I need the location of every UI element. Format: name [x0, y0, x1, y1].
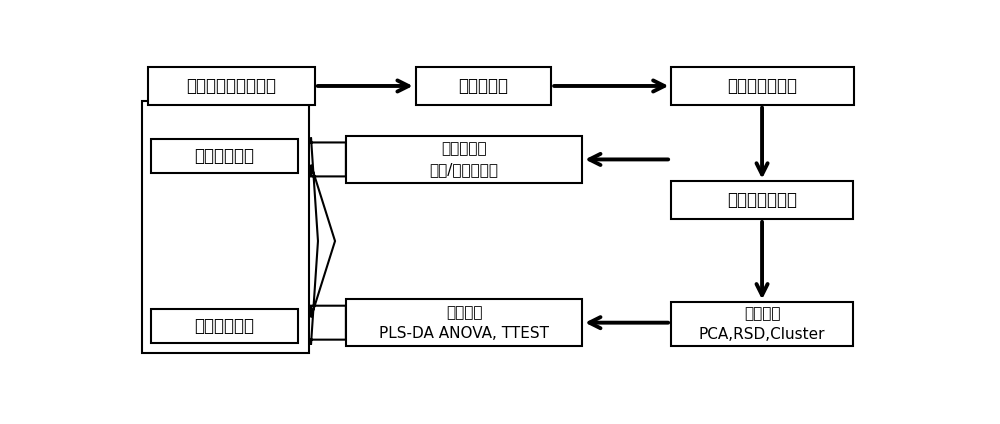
- Text: 代谢物检测分析: 代谢物检测分析: [727, 77, 797, 95]
- Text: 代谢物鉴定
开放/自建数据库: 代谢物鉴定 开放/自建数据库: [430, 142, 499, 177]
- Text: 样本数据采集及处理: 样本数据采集及处理: [187, 77, 277, 95]
- FancyBboxPatch shape: [151, 309, 298, 343]
- Text: 代谢数据预处理: 代谢数据预处理: [727, 191, 797, 209]
- FancyBboxPatch shape: [148, 67, 315, 105]
- FancyBboxPatch shape: [671, 67, 854, 105]
- FancyBboxPatch shape: [671, 181, 853, 219]
- FancyBboxPatch shape: [416, 67, 551, 105]
- Text: 差异分析
PLS-DA ANOVA, TTEST: 差异分析 PLS-DA ANOVA, TTEST: [379, 305, 549, 340]
- Polygon shape: [311, 137, 346, 345]
- FancyBboxPatch shape: [346, 136, 582, 183]
- Text: 质量控制
PCA,RSD,Cluster: 质量控制 PCA,RSD,Cluster: [699, 306, 825, 342]
- Text: 代谢机理研究: 代谢机理研究: [194, 317, 254, 335]
- Text: 代谢物提取: 代谢物提取: [458, 77, 508, 95]
- FancyBboxPatch shape: [142, 101, 309, 353]
- Text: 代谢通路重构: 代谢通路重构: [194, 147, 254, 165]
- FancyBboxPatch shape: [151, 139, 298, 173]
- FancyBboxPatch shape: [346, 299, 582, 346]
- FancyBboxPatch shape: [671, 302, 853, 346]
